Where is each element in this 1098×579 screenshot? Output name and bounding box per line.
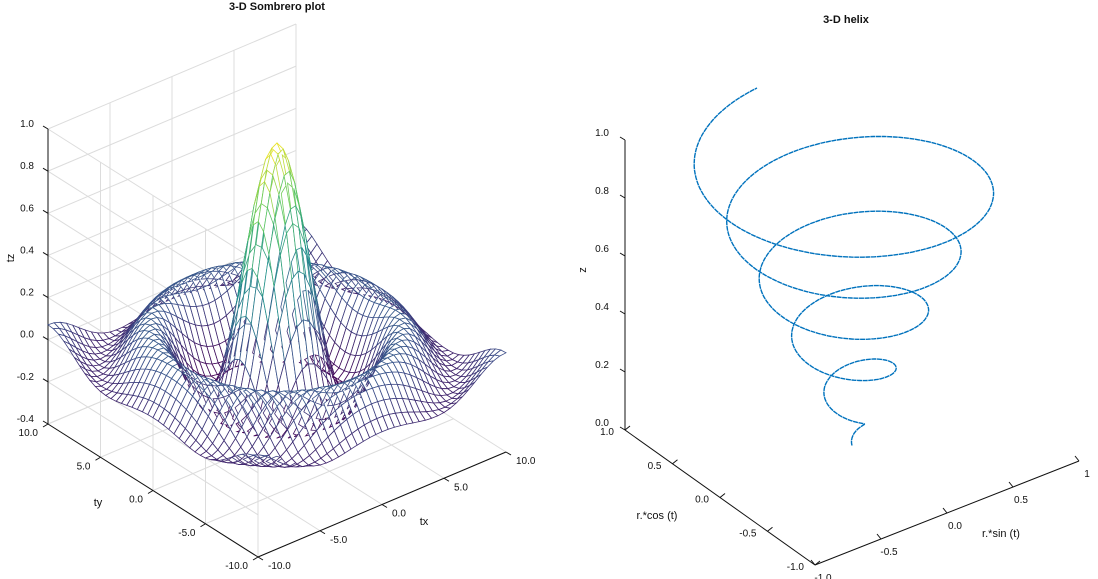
z-tick-mark [619, 252, 626, 257]
z-tick-label: 0.0 [595, 418, 609, 429]
z-tick-mark [42, 336, 49, 341]
z-tick-label: 0.4 [595, 302, 609, 313]
grid-line [47, 65, 297, 172]
y-tick-label: -0.5 [739, 528, 757, 539]
z-tick-mark [42, 125, 49, 130]
helix-zlabel: z [577, 267, 589, 273]
x-tick-mark [942, 507, 948, 514]
helix-curve [693, 87, 995, 446]
z-tick-label: 1.0 [595, 128, 609, 139]
z-tick-label: 0.8 [20, 161, 34, 172]
x-tick-mark [1008, 481, 1014, 488]
sombrero-title: 3-D Sombrero plot [229, 1, 325, 13]
grid-line [47, 128, 259, 263]
x-tick-mark [381, 504, 388, 508]
z-tick-label: 0.6 [20, 203, 34, 214]
grid-line [47, 381, 259, 516]
z-tick-label: 0.4 [20, 245, 34, 256]
y-tick-label: 0.5 [648, 461, 662, 472]
grid-line [47, 107, 297, 214]
y-tick-mark [200, 523, 206, 528]
x-tick-mark [319, 530, 326, 535]
z-tick-label: 0.2 [20, 288, 34, 299]
sombrero-xlabel: tx [420, 516, 429, 528]
y-tick-label: -5.0 [178, 528, 196, 539]
z-tick-mark [619, 426, 626, 431]
grid-line [47, 149, 297, 256]
z-tick-label: 0.2 [595, 360, 609, 371]
z-tick-mark [619, 368, 626, 373]
z-tick-mark [619, 136, 626, 141]
z-tick-label: 0.6 [595, 244, 609, 255]
sombrero-zlabel: tz [5, 254, 17, 263]
z-tick-mark [619, 310, 626, 315]
z-tick-mark [619, 194, 626, 199]
z-tick-mark [42, 420, 49, 425]
x-tick-label: 5.0 [454, 482, 468, 493]
helix-axes [624, 140, 1080, 566]
x-tick-label: 1 [1084, 469, 1090, 480]
y-tick-label: 0.0 [129, 495, 143, 506]
x-tick-mark [876, 533, 882, 540]
x-tick-mark [810, 559, 816, 566]
grid-line [47, 23, 297, 130]
sombrero-ylabel: ty [94, 497, 103, 509]
y-tick-mark [767, 526, 773, 532]
y-tick-mark [814, 560, 821, 566]
z-tick-mark [42, 251, 49, 256]
helix-xlabel: r.*sin (t) [982, 528, 1020, 540]
helix-ticks: -1.0-0.50.00.51-1.0-0.50.00.51.00.00.20.… [595, 128, 1090, 579]
x-tick-label: 0.0 [392, 509, 406, 520]
x-tick-mark [257, 556, 264, 561]
y-tick-mark [672, 459, 678, 465]
x-tick-label: -0.5 [880, 547, 898, 558]
y-tick-label: 5.0 [77, 461, 91, 472]
x-tick-label: -10.0 [268, 561, 291, 572]
y-tick-label: -1.0 [787, 562, 805, 573]
y-tick-mark [624, 425, 631, 431]
x-tick-label: 0.0 [948, 521, 962, 532]
y-tick-mark [252, 556, 259, 561]
z-tick-label: 0.8 [595, 186, 609, 197]
z-tick-label: -0.2 [17, 372, 35, 383]
y-tick-label: 1.0 [600, 427, 614, 438]
z-tick-mark [42, 167, 49, 172]
y-tick-label: 10.0 [19, 428, 39, 439]
x-tick-mark [505, 451, 512, 456]
y-tick-mark [147, 490, 154, 494]
x-tick-mark [1074, 455, 1080, 462]
surface-cell [493, 349, 507, 357]
z-tick-label: -0.4 [17, 414, 35, 425]
y-tick-mark [719, 493, 726, 498]
x-tick-label: -5.0 [330, 535, 348, 546]
sombrero-chart: 3-D Sombrero plot -10.0-5.00.05.010.0-10… [5, 1, 536, 572]
helix-chart: 3-D helix -1.0 -0.5 0.0 0.5 1 -1.0 -0.5 0.0 0.5 1… [577, 14, 1090, 579]
helix-series-line [693, 87, 995, 446]
helix-title: 3-D helix [823, 14, 870, 26]
z-tick-mark [42, 378, 49, 383]
x-tick-mark [443, 477, 450, 482]
z-tick-label: 1.0 [20, 119, 34, 130]
z-tick-mark [42, 294, 49, 299]
x-tick-label: 0.5 [1014, 495, 1028, 506]
helix-ylabel: r.*cos (t) [637, 510, 678, 522]
z-tick-label: 0.0 [20, 330, 34, 341]
y-tick-mark [42, 423, 49, 428]
y-tick-label: -10.0 [225, 561, 248, 572]
sombrero-ticks: -10.0 -5.0 0.0 5.0 10.0 -10.0 -5.0 0.0 5.0 10.0 -0… [17, 119, 536, 572]
x-tick-label: 10.0 [516, 456, 536, 467]
sombrero-mesh [47, 142, 507, 468]
z-tick-mark [42, 209, 49, 214]
y-tick-label: 0.0 [695, 495, 709, 506]
x-tick-label: -1.0 [814, 573, 832, 579]
y-tick-mark [95, 456, 101, 461]
grid-line [205, 418, 454, 525]
